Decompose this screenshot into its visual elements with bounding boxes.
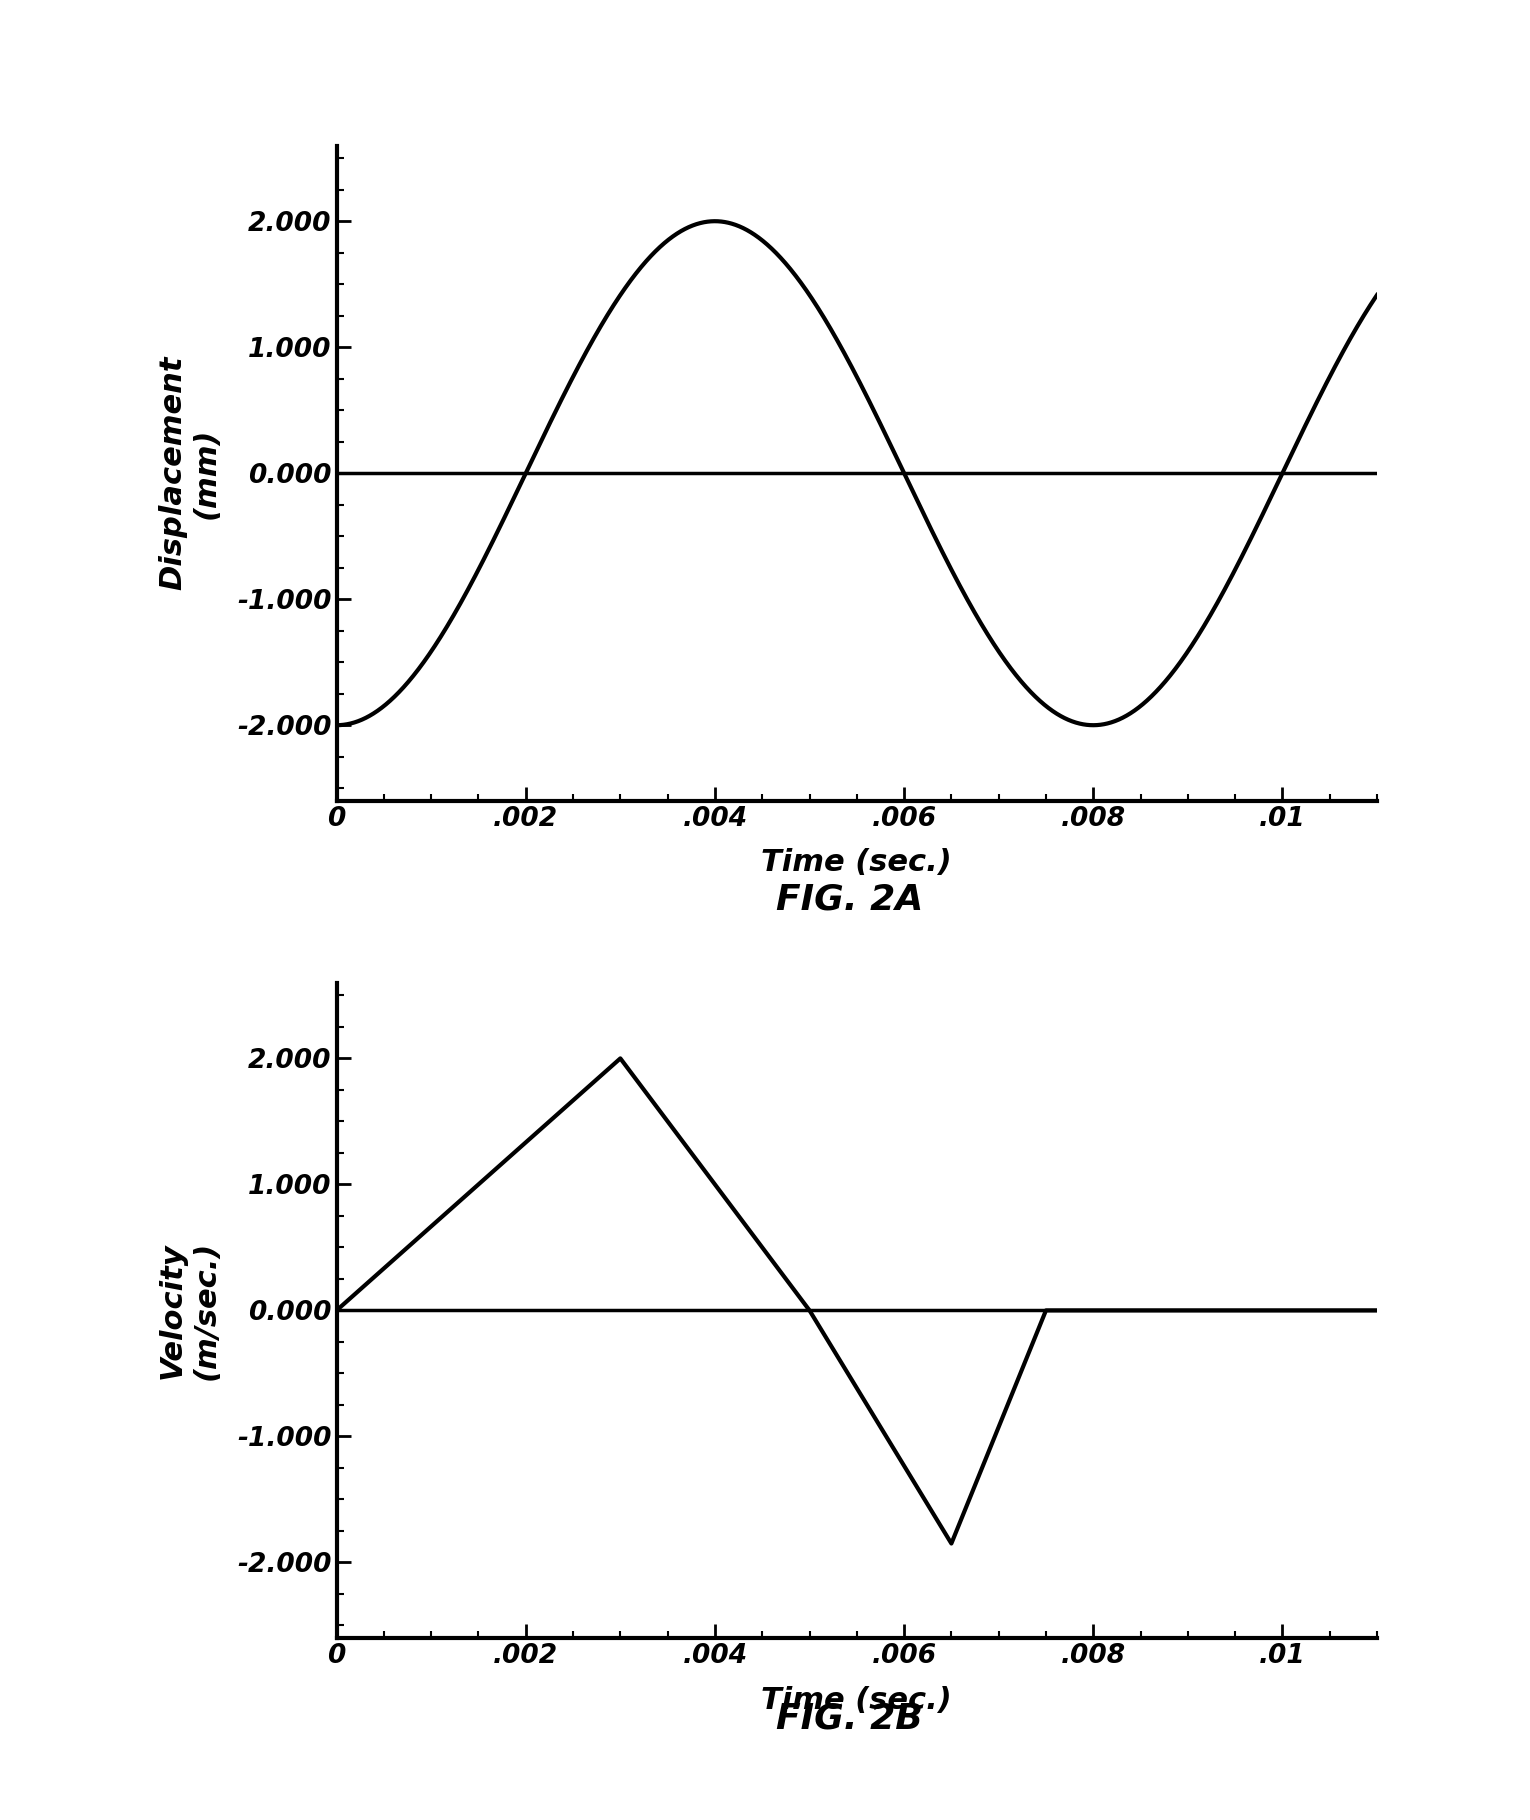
Text: FIG. 2A: FIG. 2A: [776, 883, 923, 917]
Y-axis label: Velocity
(m/sec.): Velocity (m/sec.): [158, 1241, 220, 1380]
X-axis label: Time (sec.): Time (sec.): [762, 1685, 952, 1714]
Text: FIG. 2B: FIG. 2B: [776, 1702, 923, 1736]
X-axis label: Time (sec.): Time (sec.): [762, 848, 952, 877]
Y-axis label: Displacement
(mm): Displacement (mm): [158, 357, 220, 590]
